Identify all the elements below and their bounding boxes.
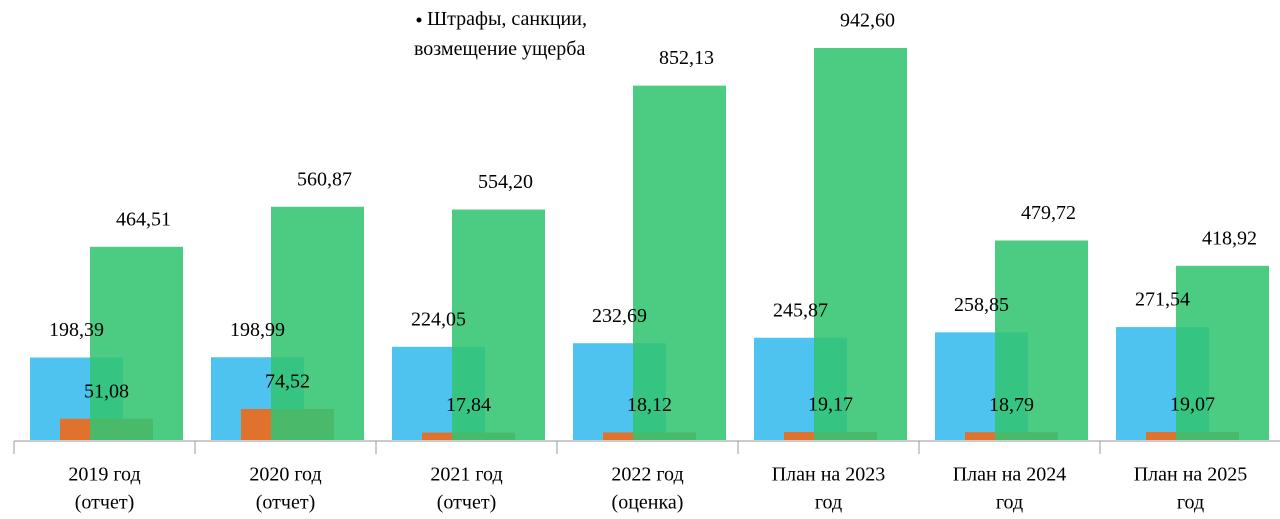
data-label: 224,05 (411, 308, 466, 330)
bar (995, 240, 1088, 440)
data-label: 852,13 (659, 47, 714, 69)
data-label: 17,84 (446, 394, 491, 416)
data-label: 245,87 (773, 299, 828, 321)
legend-label: Штрафы, санкции, возмещение ущерба (414, 8, 587, 60)
legend-line: возмещение ущерба (414, 38, 585, 60)
x-tick-label: 2021 год (430, 464, 502, 486)
data-label: 464,51 (116, 208, 171, 230)
bar (90, 246, 183, 440)
legend-bullet (416, 17, 422, 23)
x-tick-label: 2020 год (249, 464, 321, 486)
bar (271, 206, 364, 440)
bar (633, 85, 726, 441)
data-label: 19,07 (1170, 394, 1215, 416)
bar (1176, 265, 1269, 440)
bar (452, 209, 545, 440)
x-tick-label: год (815, 492, 842, 514)
data-label: 554,20 (478, 171, 533, 193)
x-tick-label: 2022 год (611, 464, 683, 486)
data-label: 418,92 (1202, 227, 1257, 249)
x-tick-label: План на 2024 (953, 464, 1067, 486)
data-label: 560,87 (297, 168, 352, 190)
data-label: 258,85 (954, 294, 1009, 316)
data-label: 232,69 (592, 305, 647, 327)
x-tick-label: 2019 год (68, 464, 140, 486)
x-tick-label: (оценка) (612, 492, 684, 514)
x-tick-label: год (996, 492, 1023, 514)
data-label: 479,72 (1021, 202, 1076, 224)
data-label: 271,54 (1135, 289, 1190, 311)
x-tick-label: год (1177, 492, 1204, 514)
x-tick-label: (отчет) (437, 492, 496, 514)
x-tick-label: План на 2025 (1134, 464, 1248, 486)
x-tick-label: (отчет) (75, 492, 134, 514)
bar (814, 48, 907, 440)
x-tick-label: (отчет) (256, 492, 315, 514)
legend-line: Штрафы, санкции, (427, 8, 587, 30)
data-label: 198,39 (49, 319, 104, 341)
data-label: 198,99 (230, 319, 285, 341)
data-label: 74,52 (265, 371, 310, 393)
data-label: 18,79 (989, 394, 1034, 416)
x-tick-label: План на 2023 (772, 464, 886, 486)
data-label: 51,08 (84, 380, 129, 402)
data-label: 942,60 (840, 10, 895, 32)
data-label: 19,17 (808, 394, 853, 416)
data-label: 18,12 (627, 394, 672, 416)
